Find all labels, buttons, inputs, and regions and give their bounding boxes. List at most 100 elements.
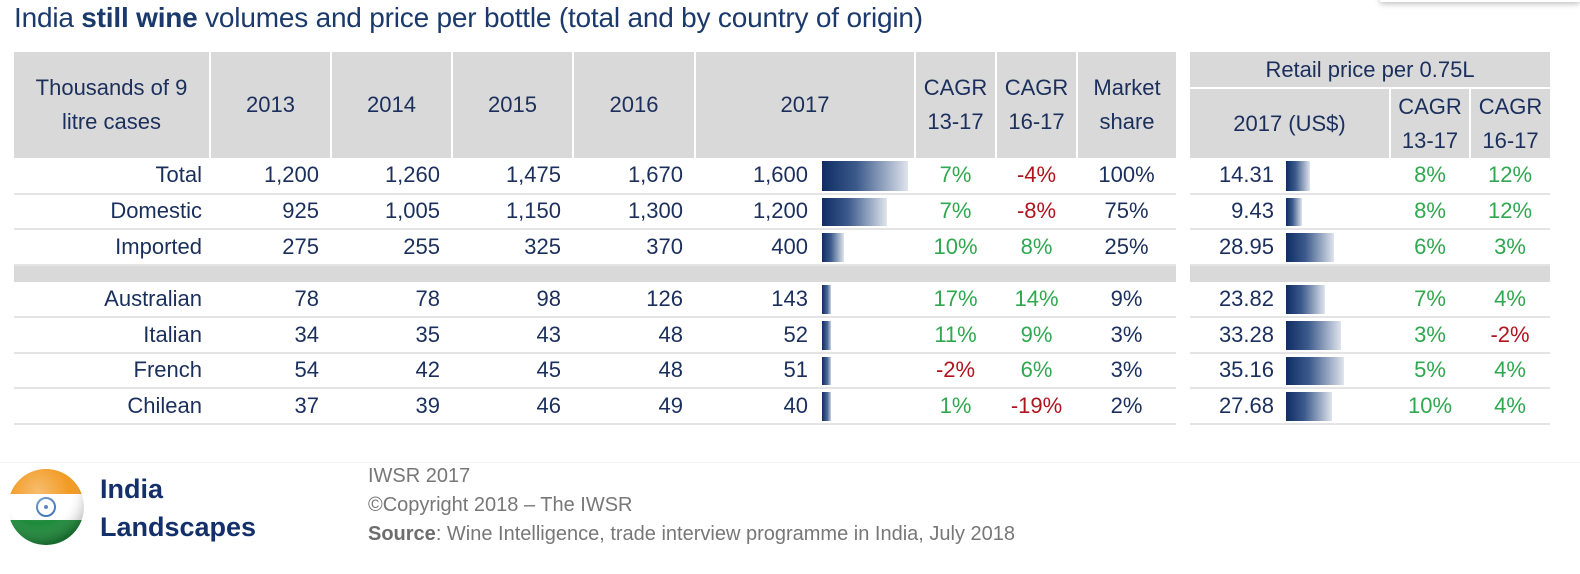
price-cagr-16-17-cell: 4% [1470,281,1550,318]
bar-cell [820,229,916,266]
bar-cell [1286,193,1390,230]
volume-cell: 1,475 [452,158,573,195]
page-title: India still wine volumes and price per b… [14,0,923,40]
header-year: 2014 [330,52,452,158]
table-row: Total 1,200 1,260 1,475 1,670 1,600 7% -4% 100% [14,158,1177,195]
price-cell: 14.31 [1190,158,1286,195]
table-row: Chilean 37 39 46 49 40 1% -19% 2% [14,388,1177,425]
bar-cell [1286,317,1390,354]
cagr-13-17-cell: 17% [915,281,997,318]
volume-cell: 275 [210,229,331,266]
volume-bar [822,392,831,421]
volume-cell: 42 [331,352,452,389]
volume-cell: 925 [210,193,331,230]
market-share-cell: 25% [1077,229,1177,266]
table-row: 23.82 7% 4% [1190,281,1550,318]
bar-cell [1286,388,1390,425]
header-price-2017: 2017 (US$) [1190,88,1390,158]
group-separator [1190,264,1550,282]
market-share-cell: 3% [1077,352,1177,389]
cagr-13-17-cell: -2% [915,352,997,389]
market-share-cell: 3% [1077,317,1177,354]
volume-cell: 37 [210,388,331,425]
volume-bar [822,321,831,350]
header-cagr-13-17: CAGR 13-17 [914,52,997,158]
market-share-cell: 100% [1077,158,1177,195]
brand-line2: Landscapes [100,512,257,542]
price-cagr-13-17-cell: 8% [1390,158,1470,195]
volume-cell: 255 [331,229,452,266]
market-share-cell: 75% [1077,193,1177,230]
table-row: 33.28 3% -2% [1190,317,1550,354]
volume-cell: 49 [573,388,695,425]
cagr-16-17-cell: -19% [996,388,1078,425]
volume-cell: 39 [331,388,452,425]
row-label: Total [14,158,210,195]
header-price-cagr-13-17: CAGR 13-17 [1389,88,1470,158]
price-cell: 33.28 [1190,317,1286,354]
volume-cell: 78 [210,281,331,318]
volume-cell: 48 [573,317,695,354]
volume-cell-2017: 400 [695,229,820,266]
volume-cell-2017: 143 [695,281,820,318]
source-line1: IWSR 2017 [368,465,471,487]
table-row: Imported 275 255 325 370 400 10% 8% 25% [14,229,1177,266]
header-retail-price: Retail price per 0.75L [1190,52,1550,89]
price-bar [1286,321,1341,350]
price-cagr-16-17-cell: 4% [1470,388,1550,425]
volume-cell: 54 [210,352,331,389]
price-cagr-16-17-cell: 12% [1470,193,1550,230]
volume-cell: 98 [452,281,573,318]
volume-cell: 34 [210,317,331,354]
volume-cell: 1,150 [452,193,573,230]
table-row: 9.43 8% 12% [1190,193,1550,230]
price-cagr-16-17-cell: 12% [1470,158,1550,195]
row-label: Chilean [14,388,210,425]
table-row: 27.68 10% 4% [1190,388,1550,425]
cagr-13-17-cell: 10% [915,229,997,266]
volume-cell: 1,670 [573,158,695,195]
cagr-13-17-cell: 1% [915,388,997,425]
price-cagr-13-17-cell: 3% [1390,317,1470,354]
price-cagr-13-17-cell: 7% [1390,281,1470,318]
row-label: Domestic [14,193,210,230]
volume-cell: 46 [452,388,573,425]
corner-decoration [1380,0,1580,2]
table-row: Australian 78 78 98 126 143 17% 14% 9% [14,281,1177,318]
price-cell: 23.82 [1190,281,1286,318]
volume-cell: 1,200 [210,158,331,195]
price-cell: 28.95 [1190,229,1286,266]
source-label: Source [368,523,436,545]
volume-cell: 45 [452,352,573,389]
cagr-16-17-cell: 8% [996,229,1078,266]
brand-line1: India [100,474,164,504]
source-line3: Source: Wine Intelligence, trade intervi… [368,520,1015,549]
volume-cell: 1,005 [331,193,452,230]
volume-cell-2017: 1,200 [695,193,820,230]
volume-bar [822,233,844,262]
row-label: Australian [14,281,210,318]
cagr-13-17-cell: 7% [915,193,997,230]
row-label: Italian [14,317,210,354]
volume-bar [822,161,908,191]
price-bar [1286,197,1302,226]
cagr-13-17-cell: 7% [915,158,997,195]
group-separator [14,264,1177,282]
separator-cell [14,264,1177,282]
india-flag-icon [8,469,84,545]
row-label: Imported [14,229,210,266]
header-year: 2015 [451,52,573,158]
price-table: Retail price per 0.75L 2017 (US$) CAGR 1… [1190,52,1550,425]
bar-cell [820,281,916,318]
row-label: French [14,352,210,389]
bar-cell [1286,281,1390,318]
volume-table: Thousands of 9 litre cases 2013 2014 201… [14,52,1177,425]
title-bold: still wine [81,2,198,33]
volume-cell: 1,300 [573,193,695,230]
price-cell: 27.68 [1190,388,1286,425]
cagr-16-17-cell: -4% [996,158,1078,195]
source-text: : Wine Intelligence, trade interview pro… [435,523,1015,545]
volume-cell-2017: 40 [695,388,820,425]
volume-cell-2017: 52 [695,317,820,354]
bar-cell [1286,158,1390,195]
